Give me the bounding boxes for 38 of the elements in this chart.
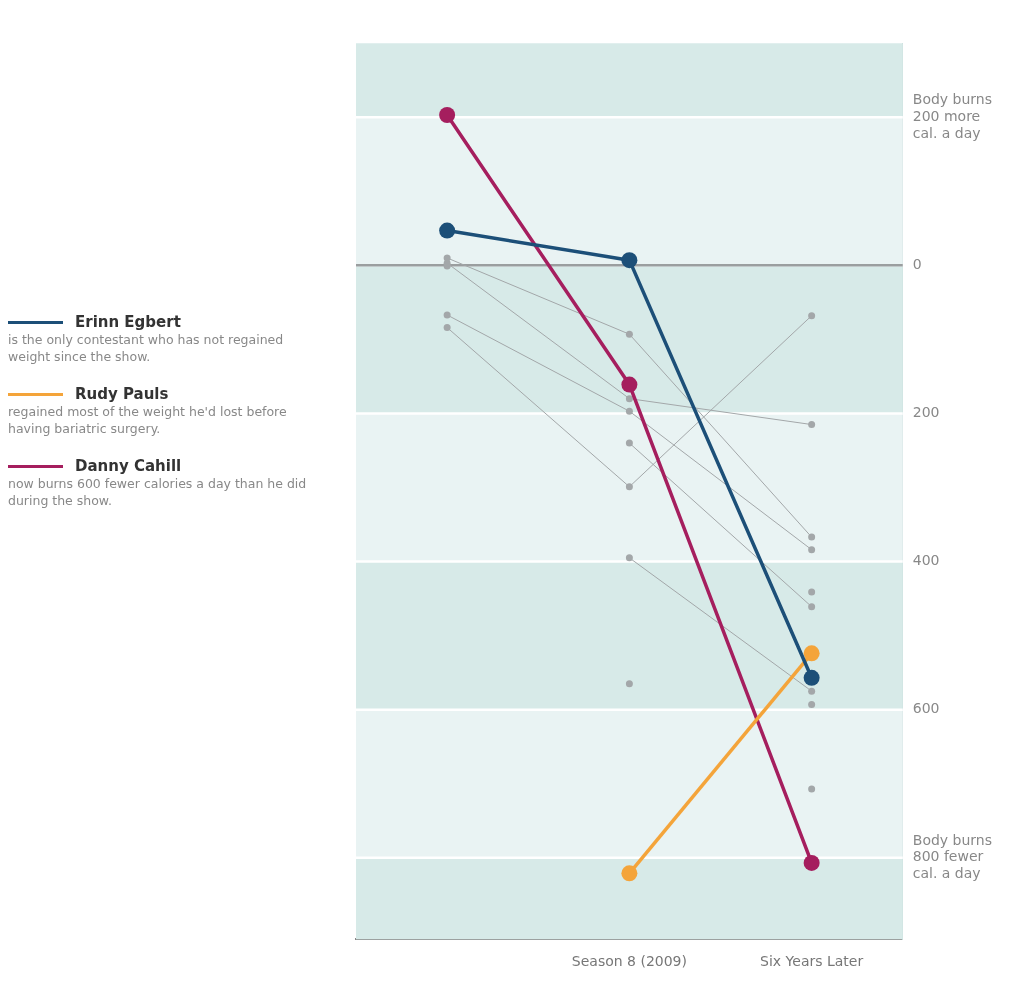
- point: [625, 407, 633, 415]
- y-tick-label: Body burns 800 fewer cal. a day: [912, 831, 993, 882]
- point: [803, 854, 820, 871]
- text: now burns 600 fewer calories a day than he did during the show.: [8, 475, 308, 509]
- point: [808, 546, 816, 554]
- legend-label: Rudy Pauls: [75, 385, 169, 403]
- y-tick-label: 400: [912, 552, 940, 569]
- y-tick-label: Body burns 200 more cal. a day: [912, 91, 993, 141]
- point: [808, 687, 816, 695]
- point: [803, 669, 820, 686]
- legend-label: Danny Cahill: [75, 457, 182, 475]
- y-tick-label: 200: [912, 404, 940, 421]
- point: [443, 324, 451, 332]
- point: [625, 330, 633, 338]
- text: regained most of the weight he'd lost before having bariatric surgery.: [8, 403, 288, 437]
- legend-label: Erinn Egbert: [75, 313, 181, 331]
- y-tick-label: 600: [912, 700, 940, 717]
- point: [808, 533, 816, 541]
- point: [625, 395, 633, 403]
- text: is the only contestant who has not regained weight since the show.: [8, 331, 285, 365]
- point: [621, 865, 638, 882]
- point: [439, 107, 456, 124]
- y-tick-label: 0: [912, 255, 922, 272]
- point: [625, 554, 633, 562]
- x-tick-label: Six Years Later: [760, 953, 864, 970]
- point: [808, 312, 816, 320]
- point: [625, 483, 633, 491]
- point: [808, 588, 816, 596]
- point: [621, 252, 638, 269]
- x-tick-label: Season 8 (2009): [571, 953, 687, 970]
- point: [803, 645, 820, 662]
- point: [443, 311, 451, 319]
- point: [625, 439, 633, 447]
- point: [439, 222, 456, 239]
- point: [443, 254, 451, 262]
- point: [808, 603, 816, 611]
- point: [808, 421, 816, 429]
- point: [621, 376, 638, 393]
